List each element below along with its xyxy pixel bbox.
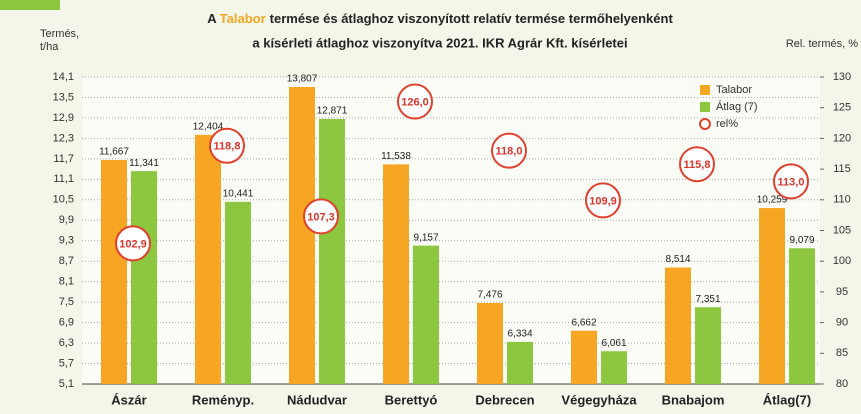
- bar: [571, 330, 597, 384]
- y-tick-label: 6,9: [59, 317, 74, 329]
- y-tick-label: 9,9: [59, 214, 74, 226]
- bar: [601, 351, 627, 384]
- y2-tick-label: 130: [833, 71, 851, 83]
- y2-tick-label: 115: [833, 163, 851, 175]
- rel-marker: [491, 132, 527, 169]
- value-label: 6,061: [601, 338, 626, 349]
- y2-tick-label: 100: [833, 255, 851, 267]
- rel-marker: [679, 146, 715, 183]
- legend-label: rel%: [716, 118, 738, 130]
- bar: [759, 208, 785, 384]
- bar: [319, 118, 345, 385]
- chart-subtitle: a kísérleti átlaghoz viszonyítva 2021. I…: [252, 35, 627, 50]
- x-tick-label: Ászár: [111, 392, 146, 407]
- y-tick-label: 12,9: [53, 112, 74, 124]
- y-axis-label: t/ha: [40, 41, 59, 53]
- bar: [131, 171, 157, 384]
- value-label: 6,334: [507, 329, 532, 340]
- rel-marker: [397, 83, 433, 120]
- rel-marker: [585, 182, 621, 219]
- y-tick-label: 11,7: [53, 153, 74, 165]
- bar: [695, 307, 721, 384]
- y2-tick-label: 95: [836, 286, 848, 298]
- value-label: 7,351: [695, 294, 720, 305]
- y2-axis-label: Rel. termés, %: [786, 38, 858, 50]
- rel-label: 118,8: [214, 141, 241, 153]
- y-tick-label: 8,1: [59, 276, 74, 288]
- rel-label: 126,0: [401, 96, 429, 108]
- y-tick-label: 6,3: [59, 337, 74, 349]
- value-label: 11,538: [381, 151, 411, 162]
- y-tick-label: 7,5: [59, 296, 74, 308]
- value-label: 11,667: [99, 147, 129, 158]
- x-tick-label: Átlag(7): [763, 392, 811, 407]
- bar: [665, 267, 691, 384]
- value-label: 12,871: [317, 106, 348, 117]
- bar: [101, 159, 127, 384]
- bar: [195, 134, 221, 384]
- bar: [289, 86, 315, 384]
- title-part: termése és átlaghoz viszonyított relatív…: [270, 11, 674, 26]
- x-tick-label: Bnabajom: [662, 392, 725, 407]
- legend-label: Átlag (7): [716, 100, 758, 113]
- legend-swatch: [700, 102, 710, 112]
- y-tick-label: 12,3: [53, 132, 74, 144]
- y-axis-label: Termés,: [40, 28, 79, 40]
- legend-swatch: [699, 118, 711, 130]
- bar: [383, 164, 409, 384]
- y-tick-label: 5,1: [59, 378, 74, 390]
- y-tick-label: 9,3: [59, 235, 74, 247]
- rel-marker: [303, 198, 339, 235]
- value-label: 9,157: [413, 232, 438, 243]
- value-label: 12,404: [193, 121, 224, 132]
- y2-tick-label: 90: [836, 317, 848, 329]
- y2-tick-label: 105: [833, 224, 851, 236]
- value-label: 10,441: [223, 188, 254, 199]
- y-tick-label: 11,1: [53, 173, 74, 185]
- x-tick-label: Debrecen: [475, 392, 534, 407]
- y-tick-label: 8,7: [59, 255, 74, 267]
- bar: [413, 245, 439, 384]
- y-tick-label: 10,5: [53, 194, 74, 206]
- bar: [789, 248, 815, 384]
- chart-title: A Talabor termése és átlaghoz viszonyított…: [207, 11, 673, 26]
- y2-tick-label: 80: [836, 378, 848, 390]
- value-label: 11,341: [129, 158, 159, 169]
- x-tick-label: Végegyháza: [561, 392, 637, 407]
- y-tick-label: 14,1: [53, 71, 74, 83]
- bar: [225, 201, 251, 384]
- rel-marker: [115, 225, 151, 262]
- x-tick-label: Berettyó: [385, 392, 438, 407]
- value-label: 7,476: [477, 290, 502, 301]
- title-part: Talabor: [220, 11, 266, 26]
- rel-label: 115,8: [684, 159, 711, 171]
- rel-label: 109,9: [589, 195, 617, 207]
- y2-tick-label: 85: [836, 347, 848, 359]
- x-tick-label: Nádudvar: [287, 392, 347, 407]
- value-label: 9,079: [789, 235, 814, 246]
- value-label: 13,807: [287, 74, 318, 85]
- value-label: 8,514: [665, 254, 690, 265]
- legend-swatch: [700, 85, 710, 95]
- y-tick-label: 5,7: [59, 357, 74, 369]
- y2-tick-label: 125: [833, 102, 851, 114]
- rel-label: 107,3: [307, 211, 335, 223]
- bar: [477, 302, 503, 384]
- y2-tick-label: 120: [833, 132, 851, 144]
- rel-label: 113,0: [778, 176, 805, 188]
- bar: [507, 341, 533, 384]
- x-tick-label: Reményp.: [192, 392, 254, 407]
- rel-label: 102,9: [119, 238, 147, 250]
- corner-tab: [0, 0, 60, 10]
- rel-label: 118,0: [496, 146, 523, 158]
- value-label: 10,259: [757, 195, 788, 206]
- value-label: 6,662: [571, 317, 596, 328]
- y2-tick-label: 110: [833, 194, 851, 206]
- legend-label: Talabor: [716, 84, 752, 96]
- title-part: A: [207, 11, 217, 26]
- y-tick-label: 13,5: [53, 91, 74, 103]
- rel-marker: [773, 163, 809, 200]
- rel-marker: [209, 127, 245, 164]
